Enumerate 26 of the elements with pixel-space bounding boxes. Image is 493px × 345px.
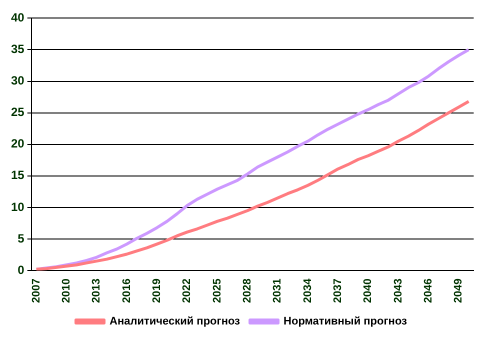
x-tick-label: 2040	[362, 278, 374, 304]
legend-label: Аналитический прогноз	[110, 316, 241, 328]
y-tick-label: 10	[10, 200, 25, 214]
y-tick-label: 5	[18, 231, 25, 246]
y-tick-label: 0	[18, 262, 25, 277]
x-tick-label: 2037	[332, 278, 344, 304]
x-tick-label: 2031	[272, 278, 284, 304]
x-tick-label: 2007	[30, 278, 42, 304]
x-tick-label: 2025	[211, 278, 224, 304]
x-tick-label: 2010	[60, 278, 73, 304]
y-tick-label: 35	[10, 42, 25, 56]
y-tick-label: 20	[10, 136, 25, 151]
x-tick-label: 2019	[151, 278, 164, 304]
x-tick-label: 2028	[242, 278, 254, 304]
y-tick-label: 25	[10, 105, 25, 120]
x-tick-label: 2016	[120, 278, 133, 304]
x-tick-label: 2049	[452, 278, 465, 304]
x-tick-label: 2034	[302, 278, 314, 304]
y-tick-label: 40	[10, 10, 25, 25]
x-tick-label: 2046	[422, 278, 435, 304]
y-tick-label: 15	[10, 168, 25, 182]
y-tick-label: 30	[10, 74, 25, 88]
x-tick-label: 2013	[90, 278, 103, 304]
x-tick-label: 2022	[181, 278, 194, 304]
x-tick-label: 2043	[392, 278, 404, 304]
legend-label: Нормативный прогноз	[284, 316, 408, 328]
